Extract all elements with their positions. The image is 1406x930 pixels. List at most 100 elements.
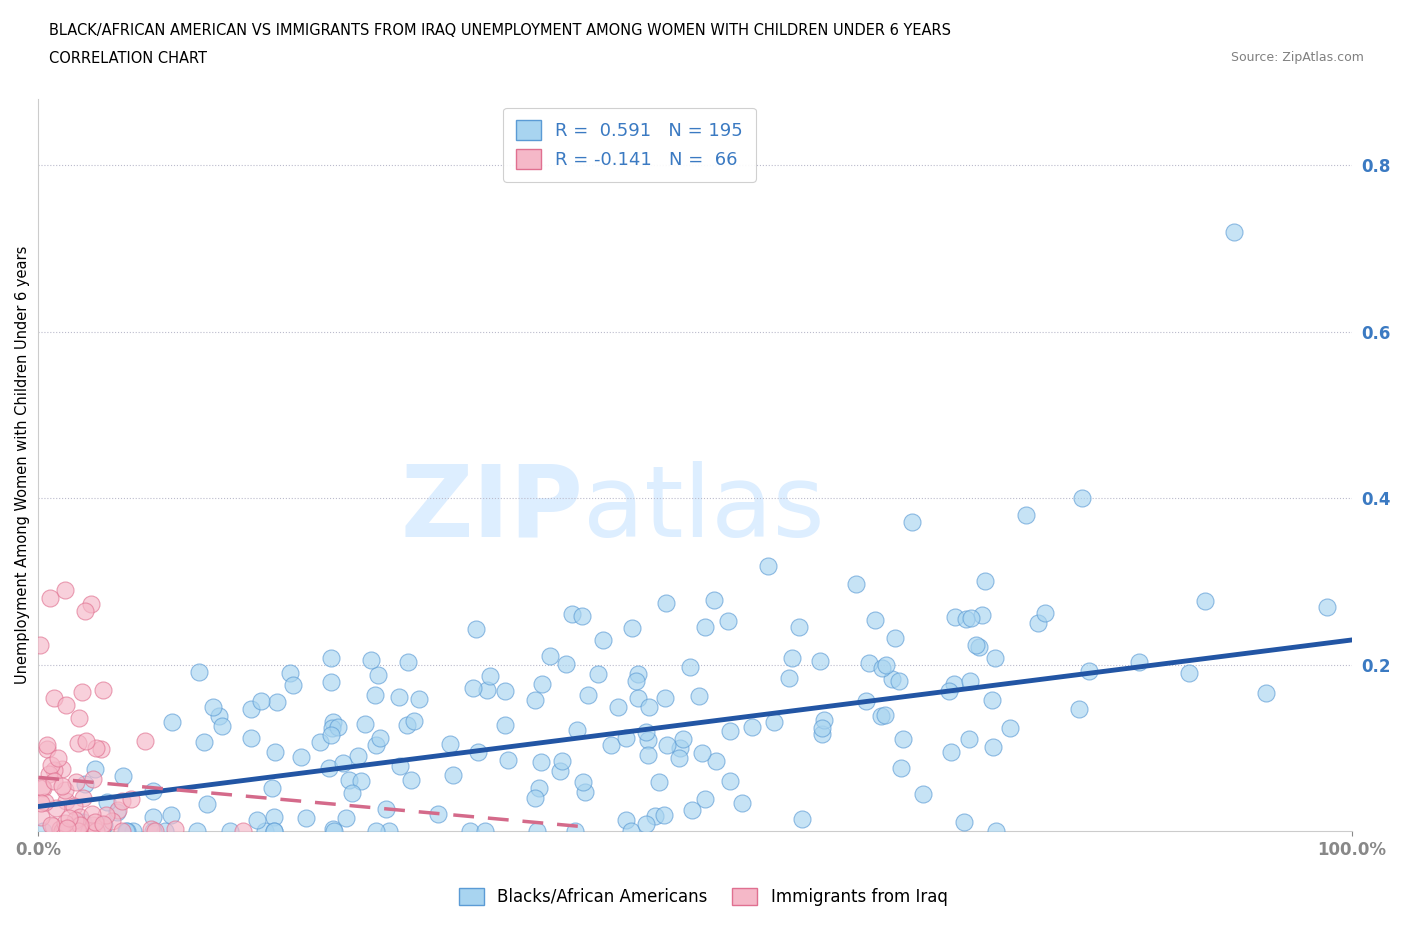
- Point: [890, 761, 912, 776]
- Point: [967, 640, 990, 655]
- Point: [1067, 701, 1090, 716]
- Point: [718, 774, 741, 789]
- Point: [160, 714, 183, 729]
- Point: [105, 804, 128, 819]
- Point: [858, 656, 880, 671]
- Point: [855, 694, 877, 709]
- Point: [201, 700, 224, 715]
- Point: [408, 691, 430, 706]
- Point: [718, 724, 741, 738]
- Point: [564, 824, 586, 839]
- Text: ZIP: ZIP: [401, 460, 583, 558]
- Point: [232, 824, 254, 839]
- Point: [319, 727, 342, 742]
- Point: [75, 734, 97, 749]
- Point: [869, 709, 891, 724]
- Point: [551, 753, 574, 768]
- Point: [688, 688, 710, 703]
- Point: [530, 755, 553, 770]
- Point: [308, 735, 330, 750]
- Point: [111, 793, 134, 808]
- Point: [439, 737, 461, 751]
- Point: [402, 713, 425, 728]
- Point: [636, 817, 658, 831]
- Point: [887, 673, 910, 688]
- Point: [366, 824, 388, 839]
- Point: [41, 817, 63, 832]
- Point: [527, 780, 550, 795]
- Point: [82, 772, 104, 787]
- Point: [120, 791, 142, 806]
- Point: [523, 790, 546, 805]
- Point: [652, 808, 675, 823]
- Point: [115, 824, 138, 839]
- Point: [263, 810, 285, 825]
- Point: [474, 824, 496, 839]
- Point: [1014, 508, 1036, 523]
- Point: [72, 790, 94, 805]
- Point: [600, 737, 623, 752]
- Point: [350, 774, 373, 789]
- Point: [980, 692, 1002, 707]
- Text: CORRELATION CHART: CORRELATION CHART: [49, 51, 207, 66]
- Point: [187, 664, 209, 679]
- Point: [592, 632, 614, 647]
- Point: [690, 746, 713, 761]
- Point: [813, 712, 835, 727]
- Point: [32, 824, 55, 839]
- Point: [555, 657, 578, 671]
- Legend: R =  0.591   N = 195, R = -0.141   N =  66: R = 0.591 N = 195, R = -0.141 N = 66: [503, 108, 756, 181]
- Point: [84, 762, 107, 777]
- Point: [811, 721, 834, 736]
- Point: [263, 824, 285, 839]
- Point: [294, 810, 316, 825]
- Point: [378, 824, 401, 839]
- Point: [614, 813, 637, 828]
- Point: [1026, 616, 1049, 631]
- Point: [32, 780, 55, 795]
- Point: [464, 622, 486, 637]
- Point: [965, 637, 987, 652]
- Point: [574, 785, 596, 800]
- Point: [219, 824, 242, 839]
- Point: [239, 702, 262, 717]
- Point: [66, 818, 89, 833]
- Point: [31, 809, 53, 824]
- Point: [69, 817, 91, 832]
- Point: [39, 757, 62, 772]
- Point: [668, 751, 690, 765]
- Point: [35, 737, 58, 752]
- Point: [863, 613, 886, 628]
- Point: [94, 808, 117, 823]
- Point: [1128, 655, 1150, 670]
- Point: [55, 783, 77, 798]
- Point: [45, 801, 67, 816]
- Point: [142, 810, 165, 825]
- Point: [56, 821, 79, 836]
- Point: [62, 799, 84, 814]
- Point: [669, 740, 692, 755]
- Point: [494, 684, 516, 698]
- Point: [576, 688, 599, 703]
- Text: Source: ZipAtlas.com: Source: ZipAtlas.com: [1230, 51, 1364, 64]
- Point: [778, 671, 800, 685]
- Point: [80, 597, 103, 612]
- Point: [572, 775, 595, 790]
- Point: [884, 631, 907, 645]
- Point: [703, 592, 725, 607]
- Point: [875, 658, 897, 672]
- Point: [586, 667, 609, 682]
- Point: [51, 824, 73, 839]
- Point: [72, 815, 94, 830]
- Point: [121, 824, 143, 839]
- Point: [634, 724, 657, 739]
- Point: [1254, 685, 1277, 700]
- Point: [321, 721, 343, 736]
- Point: [875, 708, 897, 723]
- Point: [1194, 594, 1216, 609]
- Point: [571, 609, 593, 624]
- Point: [186, 824, 208, 839]
- Point: [637, 747, 659, 762]
- Point: [467, 745, 489, 760]
- Y-axis label: Unemployment Among Women with Children Under 6 years: Unemployment Among Women with Children U…: [15, 246, 30, 684]
